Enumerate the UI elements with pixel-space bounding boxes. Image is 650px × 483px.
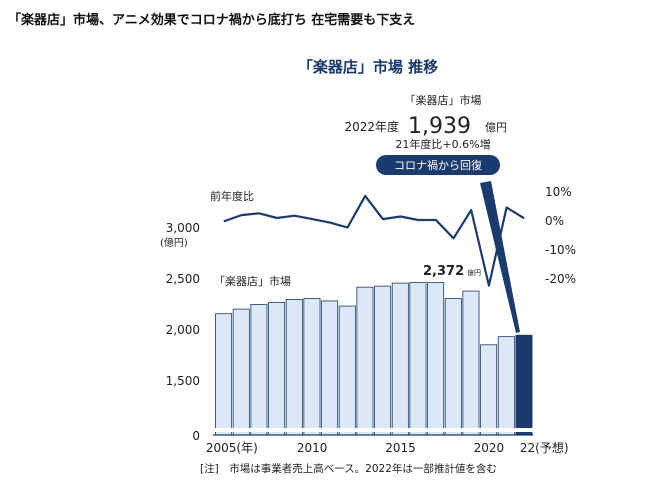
bar — [285, 299, 303, 436]
bar — [268, 302, 286, 436]
left-axis-tick: 1,500 — [166, 374, 200, 388]
left-axis-tick: 3,000 — [166, 221, 200, 235]
bar — [444, 297, 462, 436]
callout-value: 1,939 — [408, 114, 471, 139]
x-axis-tick: 2020 — [474, 441, 505, 455]
left-axis-tick: 2,500 — [166, 272, 200, 286]
callout-unit: 億円 — [485, 121, 507, 134]
bar — [391, 282, 409, 436]
x-axis-tick: 22(予想) — [520, 440, 569, 455]
bar — [232, 308, 250, 436]
bar — [497, 336, 515, 436]
bar — [303, 297, 321, 436]
bar — [356, 286, 374, 436]
callout-badge — [376, 155, 500, 175]
x-axis-tick: 2010 — [297, 441, 328, 455]
line-series-label: 前年度比 — [210, 189, 254, 203]
chart-title: 「楽器店」市場 推移 — [298, 58, 438, 76]
left-axis-tick: 0 — [192, 429, 200, 443]
yoy-line — [223, 194, 525, 287]
left-axis-unit: (億円) — [160, 236, 188, 249]
callout-change: 21年度比+0.6%増 — [395, 137, 490, 151]
bar — [215, 313, 233, 436]
bar — [462, 290, 480, 436]
bar — [409, 282, 427, 436]
right-axis-tick: 0% — [545, 214, 564, 228]
right-axis-tick: -20% — [545, 272, 576, 286]
callout-title: 「楽器店」市場 — [405, 93, 482, 107]
x-axis-tick: 2005(年) — [206, 441, 258, 455]
bar — [374, 285, 392, 436]
bar — [250, 304, 268, 436]
callout-badge-label: コロナ禍から回復 — [394, 158, 482, 172]
peak-label: 2,372 — [423, 264, 464, 279]
callout-year: 2022年度 — [344, 119, 399, 134]
bar — [321, 300, 339, 436]
right-axis-tick: 10% — [545, 185, 572, 199]
axis-break — [213, 428, 536, 432]
note: [注] 市場は事業者売上高ベース。2022年は一部推計値を含む — [200, 462, 497, 475]
right-axis-tick: -10% — [545, 243, 576, 257]
left-axis-tick: 2,000 — [166, 323, 200, 337]
peak-unit: 億円 — [467, 268, 481, 277]
bar-series-label: 「楽器店」市場 — [214, 274, 291, 288]
bar — [338, 305, 356, 436]
headline: 「楽器店」市場、アニメ効果でコロナ禍から底打ち 在宅需要も下支え — [8, 13, 416, 28]
callout-pointer — [480, 181, 520, 333]
x-axis-tick: 2015 — [385, 441, 416, 455]
bar — [427, 282, 445, 436]
bar — [515, 334, 533, 436]
bar — [480, 344, 498, 436]
